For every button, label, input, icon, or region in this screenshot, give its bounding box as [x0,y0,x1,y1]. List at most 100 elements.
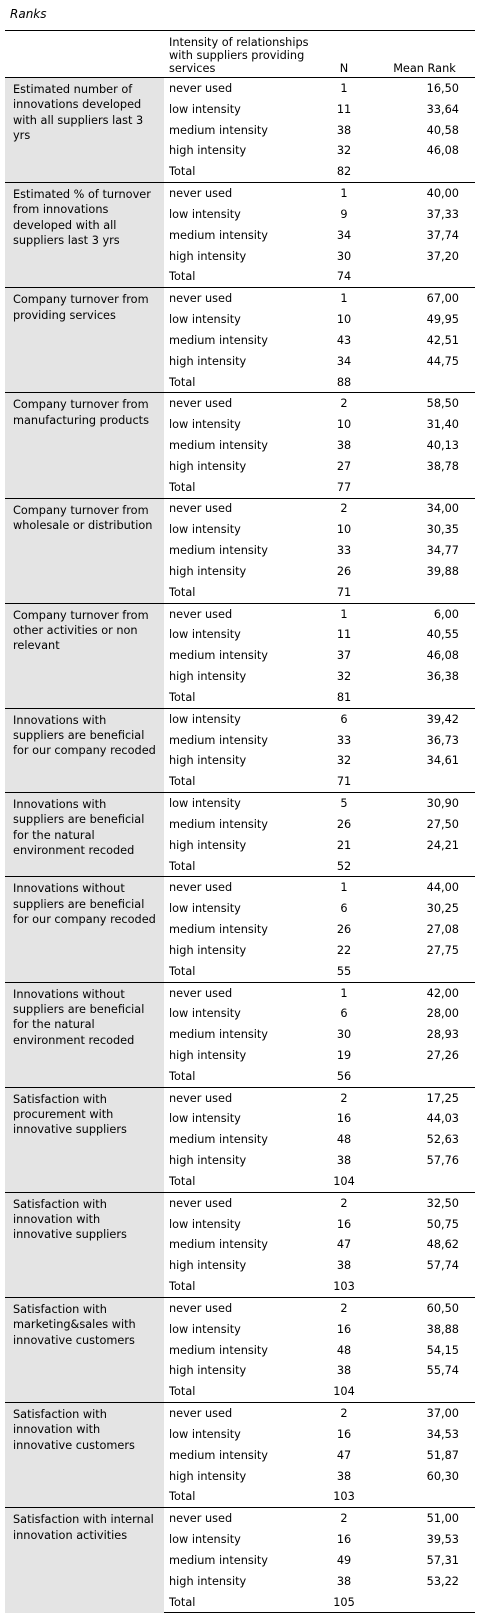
n-value: 6 [314,708,374,729]
mean-rank-value: 6,00 [374,603,475,624]
n-value: 30 [314,1024,374,1045]
intensity-level: low intensity [164,898,314,919]
mean-rank-value: 48,62 [374,1235,475,1256]
n-value: 16 [314,1109,374,1130]
header-intensity: Intensity of relationships with supplier… [164,31,314,78]
intensity-level: low intensity [164,625,314,646]
n-value: 16 [314,1424,374,1445]
mean-rank-value: 16,50 [374,78,475,99]
table-row: Innovations without suppliers are benefi… [5,982,475,1003]
intensity-level: medium intensity [164,435,314,456]
mean-rank-value: 44,75 [374,351,475,372]
mean-rank-value: 44,00 [374,877,475,898]
intensity-level: never used [164,1508,314,1529]
intensity-level: high intensity [164,561,314,582]
n-value: 104 [314,1171,374,1192]
table-body: Estimated number of innovations develope… [5,78,475,1613]
n-value: 105 [314,1592,374,1613]
intensity-level: high intensity [164,1045,314,1066]
mean-rank-value: 27,08 [374,919,475,940]
mean-rank-value [374,372,475,393]
mean-rank-value [374,856,475,877]
intensity-level: never used [164,1403,314,1424]
intensity-level: never used [164,982,314,1003]
n-value: 56 [314,1066,374,1087]
n-value: 16 [314,1529,374,1550]
n-value: 103 [314,1276,374,1297]
n-value: 27 [314,456,374,477]
variable-label: Company turnover from other activities o… [5,603,164,708]
mean-rank-value [374,771,475,792]
n-value: 1 [314,877,374,898]
n-value: 10 [314,519,374,540]
intensity-level: medium intensity [164,730,314,751]
n-value: 38 [314,435,374,456]
intensity-level: never used [164,603,314,624]
n-value: 34 [314,225,374,246]
variable-label: Estimated % of turnover from innovations… [5,183,164,288]
mean-rank-value: 34,77 [374,540,475,561]
mean-rank-value: 57,74 [374,1255,475,1276]
n-value: 38 [314,1466,374,1487]
mean-rank-value [374,961,475,982]
intensity-level: medium intensity [164,1445,314,1466]
n-value: 77 [314,477,374,498]
mean-rank-value: 34,61 [374,751,475,772]
n-value: 2 [314,1087,374,1108]
n-value: 26 [314,561,374,582]
n-value: 38 [314,1150,374,1171]
intensity-level: high intensity [164,940,314,961]
variable-label: Estimated number of innovations develope… [5,78,164,183]
n-value: 21 [314,835,374,856]
mean-rank-value: 36,73 [374,730,475,751]
intensity-level: high intensity [164,1255,314,1276]
variable-label: Satisfaction with procurement with innov… [5,1087,164,1192]
mean-rank-value: 37,20 [374,246,475,267]
intensity-level: low intensity [164,414,314,435]
table-row: Satisfaction with procurement with innov… [5,1087,475,1108]
intensity-level: low intensity [164,1424,314,1445]
header-variable-cell [5,31,164,78]
n-value: 37 [314,645,374,666]
mean-rank-value: 17,25 [374,1087,475,1108]
intensity-level: never used [164,288,314,309]
n-value: 9 [314,204,374,225]
mean-rank-value: 53,22 [374,1571,475,1592]
variable-label: Satisfaction with innovation with innova… [5,1192,164,1297]
intensity-level: never used [164,1192,314,1213]
table-row: Satisfaction with internal innovation ac… [5,1508,475,1529]
n-value: 26 [314,919,374,940]
intensity-level: low intensity [164,708,314,729]
intensity-level: Total [164,1171,314,1192]
n-value: 1 [314,982,374,1003]
n-value: 6 [314,898,374,919]
mean-rank-value [374,1486,475,1507]
intensity-level: medium intensity [164,645,314,666]
intensity-level: medium intensity [164,330,314,351]
n-value: 16 [314,1319,374,1340]
mean-rank-value: 40,58 [374,120,475,141]
intensity-level: high intensity [164,666,314,687]
mean-rank-value [374,1381,475,1402]
n-value: 10 [314,414,374,435]
intensity-level: never used [164,183,314,204]
variable-label: Innovations without suppliers are benefi… [5,982,164,1087]
intensity-level: medium intensity [164,540,314,561]
table-row: Innovations without suppliers are benefi… [5,877,475,898]
mean-rank-value [374,1171,475,1192]
n-value: 52 [314,856,374,877]
mean-rank-value: 44,03 [374,1109,475,1130]
n-value: 2 [314,1298,374,1319]
intensity-level: Total [164,1066,314,1087]
n-value: 33 [314,540,374,561]
mean-rank-value [374,266,475,287]
n-value: 34 [314,351,374,372]
intensity-level: Total [164,477,314,498]
n-value: 32 [314,140,374,161]
mean-rank-value: 39,42 [374,708,475,729]
n-value: 2 [314,1192,374,1213]
intensity-level: medium intensity [164,1024,314,1045]
table-row: Company turnover from other activities o… [5,603,475,624]
mean-rank-value: 39,53 [374,1529,475,1550]
n-value: 2 [314,1403,374,1424]
